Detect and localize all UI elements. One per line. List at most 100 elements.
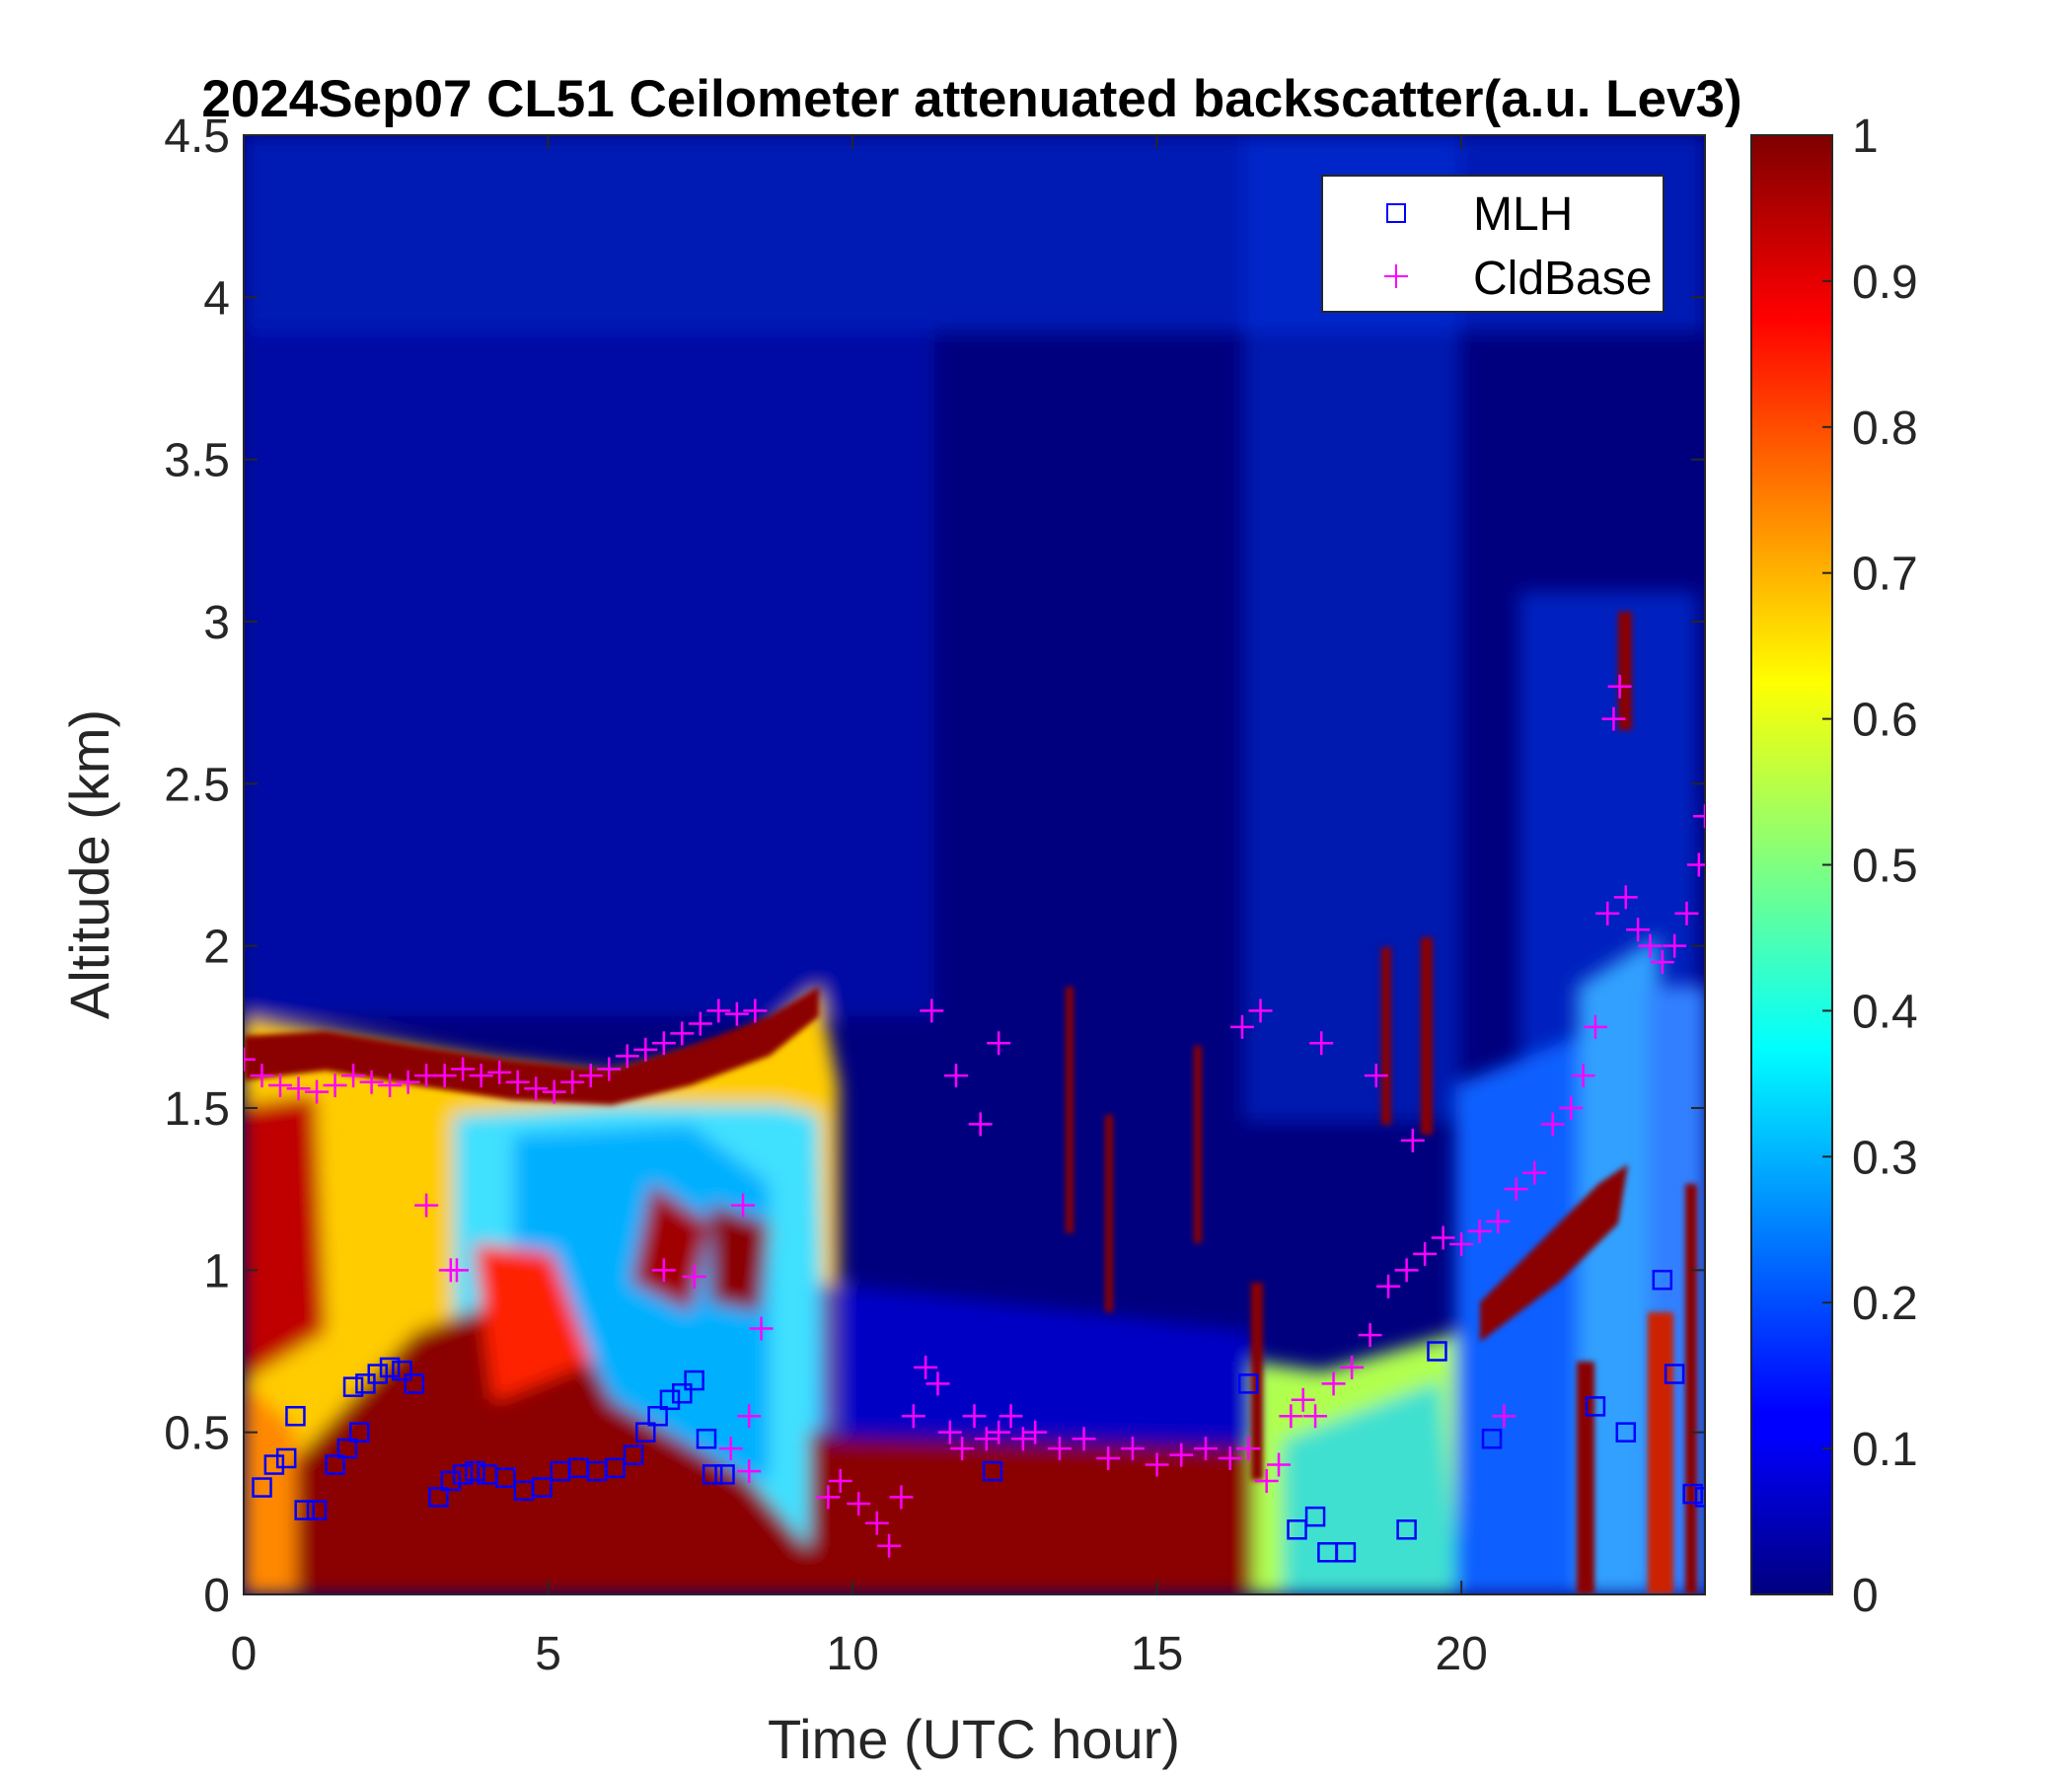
cldbase-point [920,999,944,1023]
mlh-point [1585,1396,1606,1417]
cldbase-point [864,1511,889,1535]
cldbase-point [1492,1404,1517,1429]
x-axis: 0 5 10 15 20 [231,135,1488,1680]
cldbase-point [1607,674,1632,699]
mlh-point [452,1464,474,1485]
cldbase-point [286,1076,311,1101]
cldbase-point [962,1404,987,1429]
cldbase-point [250,1064,274,1088]
cldbase-point [1674,901,1699,925]
cldbase-point [901,1404,925,1429]
cldbase-point [1583,1014,1607,1039]
mlh-point [379,1357,401,1378]
colorbar-tick-label: 1 [1852,111,1879,163]
mlh-point [263,1454,285,1475]
mlh-point [702,1464,723,1485]
cldbase-point [1291,1387,1315,1412]
cldbase-point [323,1073,347,1097]
mlh-point [252,1477,272,1498]
mlh-point [672,1382,693,1404]
mlh-point [325,1454,345,1475]
cldbase-point [749,1316,774,1341]
legend-cldbase-marker [1384,264,1408,288]
cldbase-point [414,1193,439,1218]
cldbase-point [847,1491,871,1516]
y-tick-label: 0.5 [164,1408,230,1460]
y-tick-label: 1 [203,1245,230,1297]
cldbase-point [1279,1404,1303,1429]
cldbase-point [633,1037,658,1062]
mlh-point [275,1447,297,1469]
cldbase-point [1169,1443,1194,1467]
y-axis-label: Altitude (km) [58,709,120,1019]
legend-mlh-marker [1386,203,1406,223]
colorbar-tick-label: 0.1 [1852,1424,1918,1476]
chart-title: 2024Sep07 CL51 Ceilometer attenuated bac… [201,70,1741,128]
cldbase-point [1376,1274,1401,1298]
cldbase-point [943,1064,968,1088]
y-tick-label: 1.5 [164,1083,230,1136]
legend-box [1321,175,1665,313]
cldbase-point [737,1459,762,1484]
cldbase-point [688,1011,712,1036]
cldbase-point [359,1070,384,1094]
cldbase-point [828,1468,852,1493]
y-tick-label: 4.5 [164,111,230,163]
cldbase-point [1663,933,1687,958]
backscatter-heatmap [244,135,1705,1594]
cldbase-point [999,1404,1023,1429]
cldbase-point [1248,999,1273,1023]
mlh-point [404,1373,425,1394]
cldbase-point [987,1031,1011,1056]
cldbase-point [1230,1014,1255,1039]
x-axis-label: Time (UTC hour) [768,1708,1180,1770]
cldbase-point [914,1355,938,1379]
cldbase-point [724,1001,749,1026]
cldbase-point [889,1485,914,1510]
mlh-point [1396,1519,1417,1540]
colorbar: 0 0.1 0.2 0.3 0.4 0.5 0.6 0.7 0.8 0.9 1 [1750,111,1918,1622]
cldbase-point [1358,1323,1382,1348]
mlh-point [367,1364,389,1384]
mlh-point [982,1460,1003,1482]
cldbase-point [524,1076,549,1101]
y-tick-label: 2 [203,922,230,974]
cldbase-point [1236,1437,1261,1461]
cldbase-point [432,1064,457,1088]
cldbase-point [974,1427,999,1451]
mlh-point [714,1464,735,1485]
cldbase-point [718,1437,743,1461]
cldbase-point [1431,1225,1455,1250]
cldbase-point [1467,1219,1492,1243]
cldbase-point [487,1060,512,1084]
mlh-series [252,1269,1705,1563]
colorbar-tick-label: 0.9 [1852,257,1918,309]
cldbase-point [1595,901,1620,925]
cldbase-point [244,1047,256,1072]
colorbar-tick-label: 0.3 [1852,1132,1918,1184]
cldbase-point [1413,1241,1438,1266]
cldbase-point [950,1437,975,1461]
colorbar-ticks: 0 0.1 0.2 0.3 0.4 0.5 0.6 0.7 0.8 0.9 1 [1822,111,1918,1622]
cldbase-point [737,1404,762,1429]
mlh-point [1427,1341,1447,1362]
colorbar-tick-label: 0.8 [1852,403,1918,455]
mlh-point [532,1477,553,1498]
cldbase-point [1486,1210,1511,1234]
cldbase-point [505,1070,530,1094]
cldbase-point [451,1057,476,1081]
mlh-point [1682,1483,1703,1505]
cldbase-point [987,1420,1011,1444]
cldbase-point [542,1079,566,1104]
colorbar-tick-label: 0.4 [1852,986,1918,1038]
cldbase-point [1504,1177,1528,1202]
cldbase-point [1626,918,1651,942]
cldbase-point [469,1064,493,1088]
legend-mlh-label: MLH [1473,188,1573,241]
mlh-point [1652,1269,1673,1291]
cldbase-point [1309,1031,1334,1056]
cldbase-point [1601,706,1626,731]
cldbase-point [1686,852,1705,877]
cldbase-point [1571,1064,1595,1088]
